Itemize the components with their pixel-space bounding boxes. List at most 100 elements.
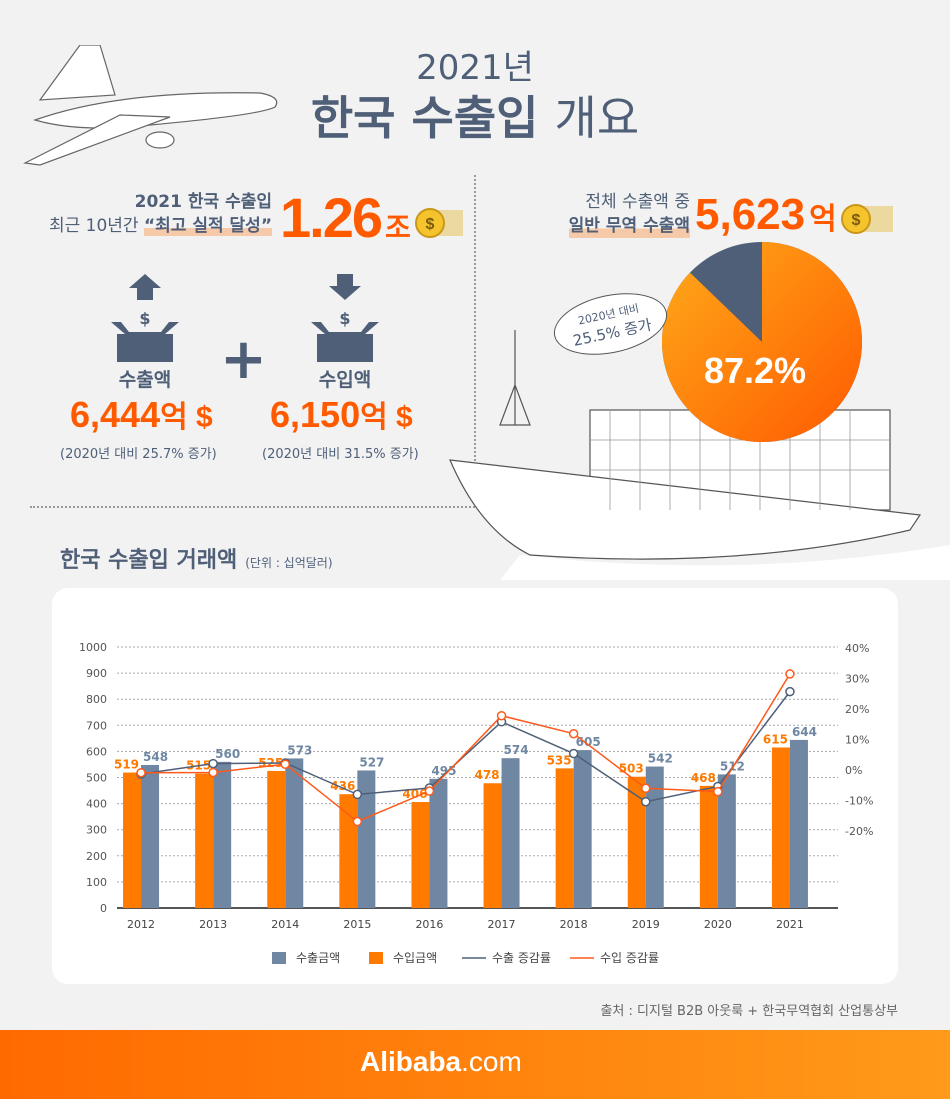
section-title: 한국 수출입 거래액 <box>60 548 238 573</box>
bar-import <box>627 776 646 908</box>
export-growth-line <box>140 691 791 803</box>
export-data-label: 560 <box>215 747 240 761</box>
total-unit: 조 <box>385 212 411 243</box>
import-data-label: 503 <box>619 762 644 776</box>
export-unit: 억 $ <box>160 401 213 434</box>
export-growth-point <box>568 748 579 759</box>
bar-export <box>357 770 376 908</box>
y-left-tick: 0 <box>100 902 107 915</box>
trade-chart: 0 100 200 300 400 500 600 700 800 900 1000 -20% -10%… <box>79 641 873 965</box>
unit-note: (단위 : 십억달러) <box>245 556 333 570</box>
import-growth-point <box>280 759 290 769</box>
import-growth-point <box>641 783 651 794</box>
import-growth-point <box>568 728 579 739</box>
coin-icon: $ <box>414 207 463 238</box>
bar-import <box>555 768 574 908</box>
year-title: 2021년 <box>416 48 534 88</box>
y-left-tick: 200 <box>86 850 107 863</box>
bar-import <box>699 785 718 908</box>
y-left-tick: 500 <box>86 772 107 785</box>
svg-text:$: $ <box>139 309 150 328</box>
export-growth-point <box>641 796 651 807</box>
x-tick: 2014 <box>271 918 299 931</box>
import-data-label: 535 <box>547 753 572 767</box>
summary-line1: 2021 한국 수출입 <box>134 192 272 212</box>
brand-suffix: .com <box>461 1046 522 1077</box>
bar-export <box>573 750 592 908</box>
y-left-tick: 100 <box>86 876 107 889</box>
export-growth-point <box>352 789 363 800</box>
svg-text:$: $ <box>851 212 860 229</box>
svg-text:$: $ <box>425 216 434 233</box>
import-growth-point <box>208 767 218 778</box>
export-data-label: 574 <box>504 743 529 757</box>
y-left-tick: 700 <box>86 719 107 732</box>
import-data-label: 478 <box>474 768 499 782</box>
main-title-rest: 개요 <box>554 91 640 145</box>
x-tick: 2012 <box>127 918 155 931</box>
bar-export <box>717 774 736 908</box>
y-right-tick: 30% <box>845 673 869 686</box>
horizontal-divider <box>30 506 475 508</box>
export-label: 수출액 <box>118 369 172 391</box>
import-data-label: 468 <box>691 771 716 785</box>
x-tick: 2020 <box>704 918 732 931</box>
pie-slice-general-trade <box>662 242 862 442</box>
source-note: 출처 : 디지털 B2B 아웃룩 + 한국무역협회 산업통상부 <box>600 1004 898 1019</box>
svg-text:$: $ <box>339 309 350 328</box>
footer-bar <box>0 1030 950 1099</box>
export-data-label: 644 <box>792 725 817 739</box>
x-tick: 2018 <box>560 918 588 931</box>
x-tick: 2019 <box>632 918 660 931</box>
import-box-icon: $ <box>311 274 379 362</box>
y-left-tick: 1000 <box>79 641 107 654</box>
export-data-label: 605 <box>576 735 601 749</box>
import-growth-point <box>352 816 363 827</box>
total-amount: 1.26 조 $ <box>280 185 465 250</box>
import-note: (2020년 대비 31.5% 증가) <box>262 447 419 462</box>
x-tick: 2021 <box>776 918 804 931</box>
import-unit: 억 $ <box>360 401 413 434</box>
import-growth-point <box>136 767 146 778</box>
y-left-tick: 900 <box>86 667 107 680</box>
import-growth-point <box>424 786 435 796</box>
import-data-label: 519 <box>114 758 139 772</box>
pie-chart <box>662 242 862 442</box>
main-title-bold: 한국 수출입 <box>310 91 539 145</box>
y-right-tick: 40% <box>845 642 869 655</box>
alibaba-logo[interactable]: Alibaba.com <box>360 1046 522 1078</box>
y-right-tick: 0% <box>845 764 862 777</box>
summary-line2-prefix: 최근 10년간 <box>48 216 139 236</box>
y-left-tick: 600 <box>86 745 107 758</box>
y-left-tick: 300 <box>86 824 107 837</box>
bar-import <box>411 802 430 908</box>
bar-import <box>771 747 790 908</box>
general-trade-unit: 억 <box>809 203 837 236</box>
export-data-label: 495 <box>431 764 456 778</box>
bar-export <box>501 758 520 908</box>
legend-swatch <box>369 952 383 964</box>
import-growth-point <box>713 786 723 797</box>
x-tick: 2013 <box>199 918 227 931</box>
y-right-tick: 20% <box>845 703 869 716</box>
export-growth-point <box>208 758 218 769</box>
y-right-tick: -20% <box>845 825 873 838</box>
airplane-illustration <box>22 45 278 166</box>
import-data-label: 615 <box>763 732 788 746</box>
vertical-divider <box>474 175 476 505</box>
y-right-tick: 10% <box>845 734 869 747</box>
import-value: 6,150 <box>270 394 361 435</box>
bar-import <box>195 773 214 908</box>
x-tick: 2016 <box>415 918 443 931</box>
bar-export <box>789 739 808 908</box>
plus-icon: + <box>220 327 267 392</box>
legend-label: 수입금액 <box>393 951 437 965</box>
bar-export <box>429 778 448 908</box>
legend-label: 수출 증감률 <box>492 951 551 965</box>
bar-export <box>285 758 304 908</box>
main-title: 한국 수출입 개요 <box>0 82 950 148</box>
export-box-icon: $ <box>111 274 179 362</box>
y-left-tick: 400 <box>86 798 107 811</box>
chart-panel <box>52 588 898 984</box>
cargo-ship-illustration <box>449 330 950 580</box>
